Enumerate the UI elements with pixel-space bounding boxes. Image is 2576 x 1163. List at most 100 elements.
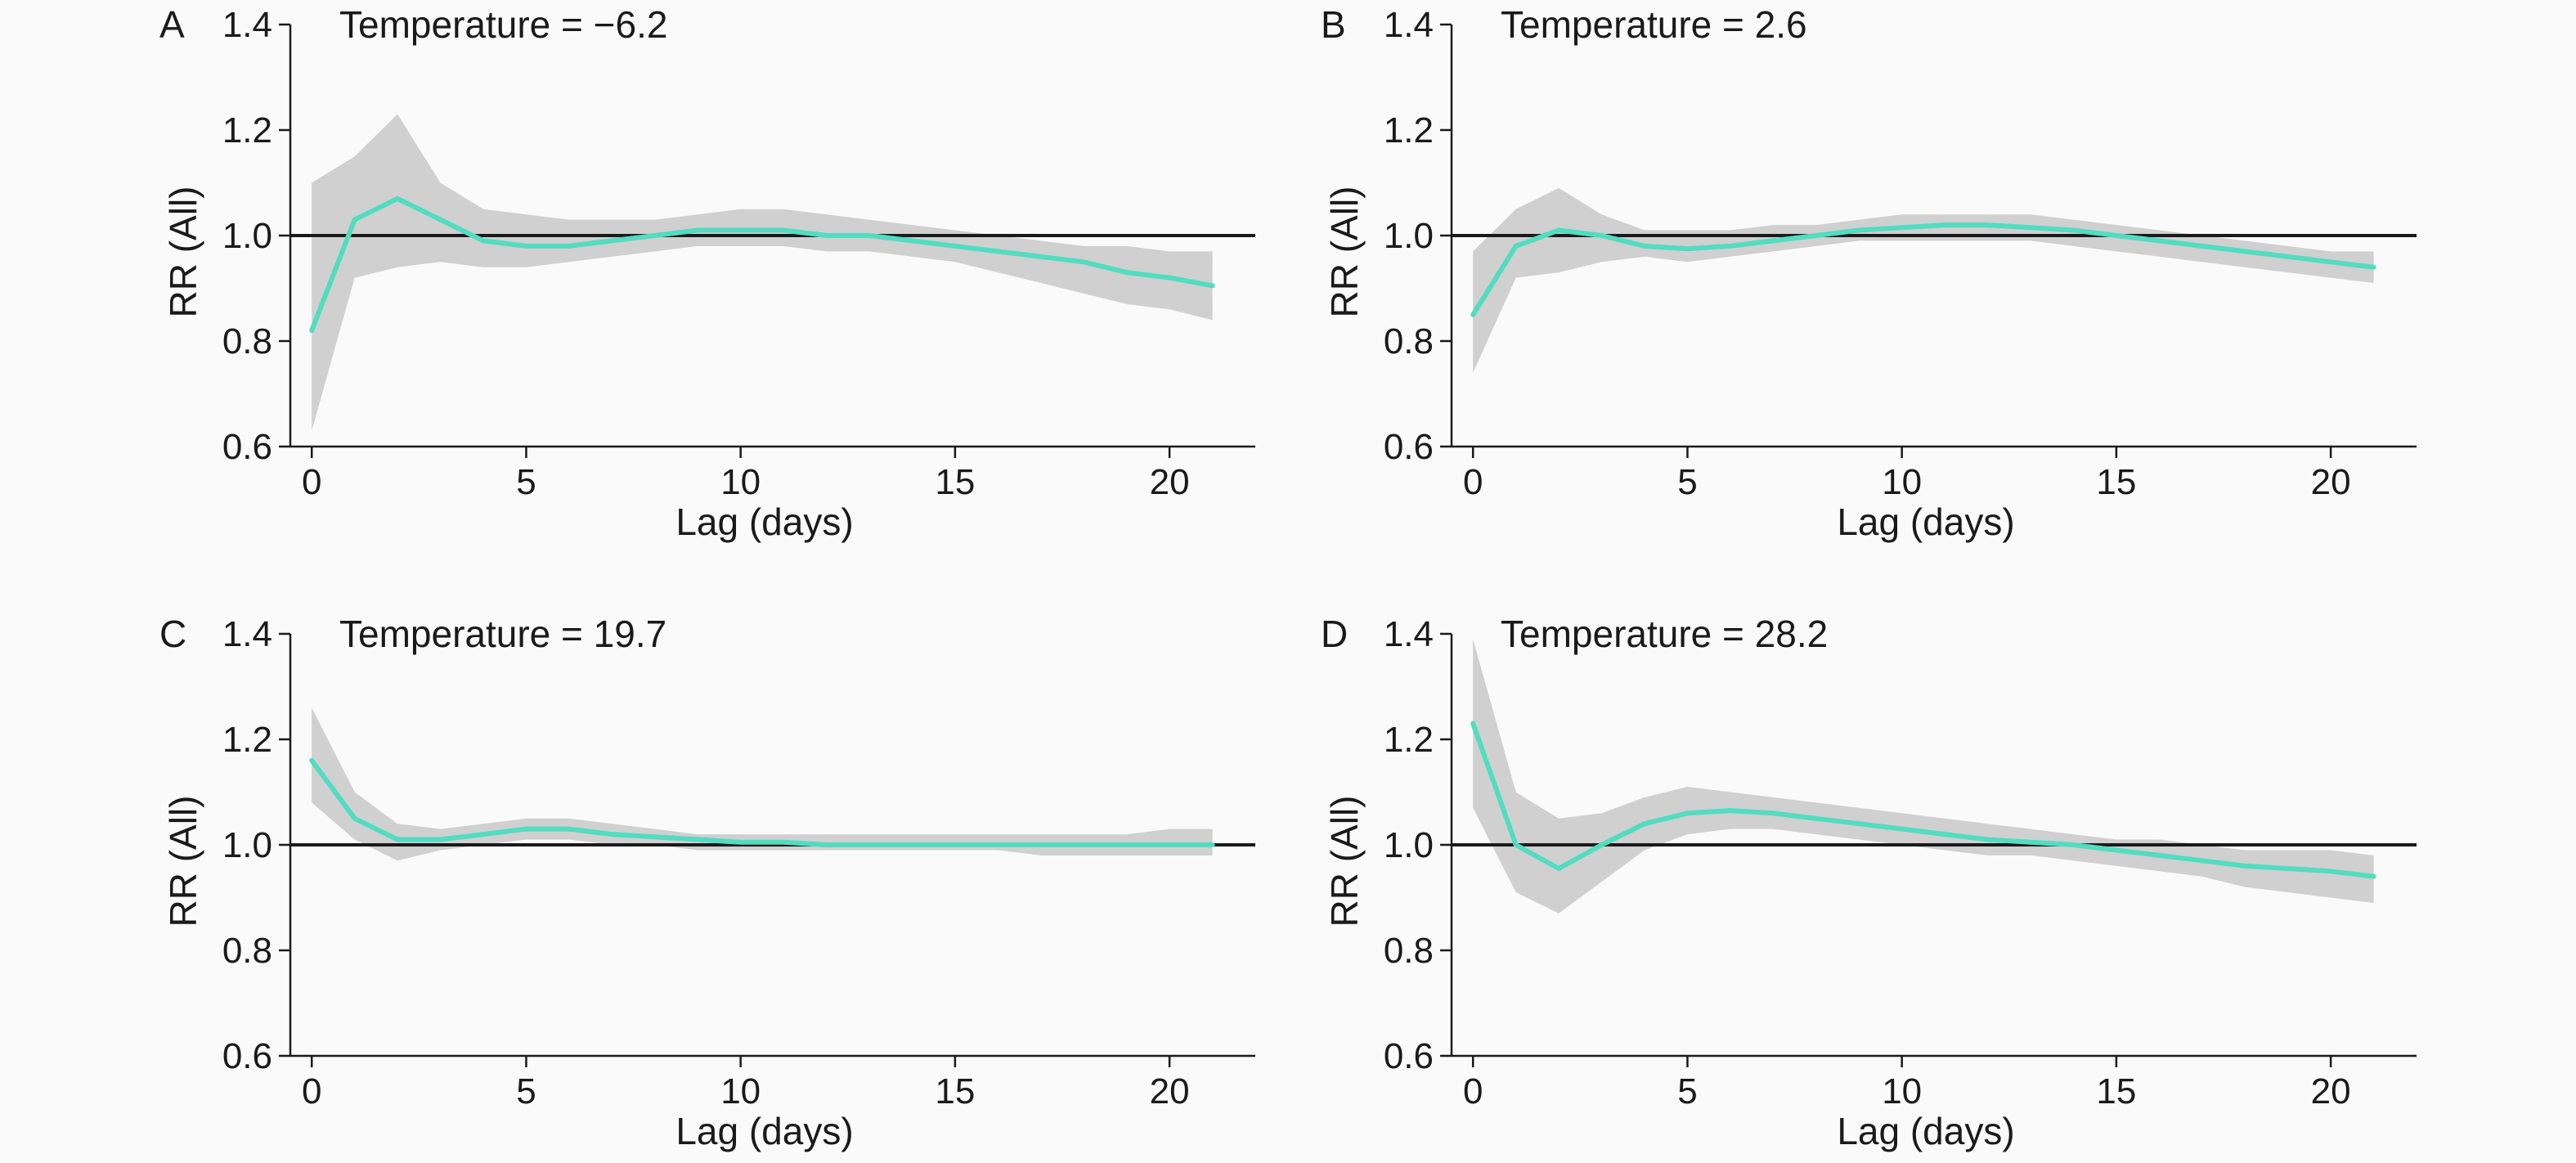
rr-point [738,228,743,232]
x-tick-label: 15 [2096,462,2136,502]
rr-point [2028,840,2033,845]
rr-point [1770,811,1775,815]
panel-c: 0.6 0.8 1.0 1.2 1.4 0 5 10 15 20 Lag (days) RR (All… [159,613,1255,1152]
rr-point [1124,270,1129,275]
x-tick-label: 10 [720,1071,761,1111]
y-tick-label: 1.2 [222,720,272,760]
rr-point [2114,233,2119,238]
y-tick-label: 0.6 [1384,1036,1434,1076]
rr-point [1856,821,1861,826]
panel-a: 0.6 0.8 1.0 1.2 1.4 0 5 10 15 20 Lag (days) RR (All… [159,3,1255,543]
x-tick-label: 5 [516,1071,536,1111]
panel-d: 0.6 0.8 1.0 1.2 1.4 0 5 10 15 20 Lag (days) RR (All… [1321,613,2417,1152]
y-tick-label: 1.4 [222,5,272,45]
rr-point [481,238,486,243]
rr-line [1470,222,2376,317]
rr-point [352,218,357,222]
rr-point [1728,244,1733,249]
rr-point [1856,228,1861,232]
x-tick-label: 15 [935,462,975,502]
rr-point [2071,842,2076,847]
panel-letter: B [1321,3,1346,46]
rr-point [867,233,872,238]
y-tick-label: 0.8 [222,931,272,971]
rr-point [438,837,443,842]
rr-point [738,840,743,845]
rr-point [695,837,700,842]
panel-letter: C [159,613,186,655]
rr-point [995,249,1000,254]
rr-point [1514,842,1519,847]
rr-point [781,840,786,845]
x-tick-label: 15 [935,1071,975,1111]
y-tick-label: 0.8 [222,321,272,361]
rr-point [2286,866,2291,871]
rr-point [395,196,400,201]
panels: 0.6 0.8 1.0 1.2 1.4 0 5 10 15 20 Lag (days) RR (All… [159,3,2417,1152]
x-tick-label: 0 [302,462,321,502]
rr-point [867,842,872,847]
y-tick-label: 1.2 [222,110,272,150]
rr-point [1167,842,1172,847]
rr-point [309,328,314,333]
y-tick-label: 0.6 [222,427,272,467]
rr-point [909,842,914,847]
rr-point [1814,233,1819,238]
x-tick-label: 5 [1677,1071,1697,1111]
rr-point [2200,858,2205,863]
x-tick-label: 20 [2311,1071,2351,1111]
rr-point [995,842,1000,847]
x-tick-label: 10 [720,462,761,502]
y-axis-title: RR (All) [162,186,204,318]
rr-point [2286,254,2291,259]
x-tick-label: 20 [2311,462,2351,502]
rr-point [2372,265,2376,270]
rr-point [2242,864,2247,869]
x-tick-label: 5 [1677,462,1697,502]
rr-point [395,837,400,842]
rr-point [1642,821,1647,826]
rr-point [2114,848,2119,852]
rr-point [481,832,486,837]
rr-point [1210,842,1215,847]
rr-point [2156,238,2161,243]
rr-point [1685,246,1690,251]
y-tick-label: 0.6 [1384,427,1434,467]
confidence-band [312,707,1213,861]
rr-point [1900,827,1905,832]
rr-point [438,218,443,222]
panel-title: Temperature = 19.7 [339,613,666,655]
rr-point [2372,874,2376,879]
rr-point [309,758,314,763]
rr-point [1600,233,1604,238]
rr-point [1728,808,1733,813]
x-tick-label: 10 [1882,462,1922,502]
y-tick-label: 1.0 [1384,216,1434,256]
rr-point [2328,259,2333,264]
x-tick-label: 0 [302,1071,321,1111]
x-axis-title: Lag (days) [1837,1110,2014,1152]
x-tick-label: 20 [1150,1071,1190,1111]
rr-point [953,842,958,847]
x-axis-title: Lag (days) [675,1110,853,1152]
rr-point [523,244,528,249]
rr-point [1124,842,1129,847]
confidence-band [312,114,1213,431]
y-tick-label: 0.8 [1384,321,1434,361]
rr-line [309,195,1215,334]
rr-point [1600,842,1604,847]
rr-point [567,827,572,832]
x-tick-label: 0 [1463,462,1483,502]
x-tick-label: 15 [2096,1071,2136,1111]
x-axis-title: Lag (days) [1837,501,2014,543]
rr-point [609,832,614,837]
panel-title: Temperature = 2.6 [1501,3,1807,46]
rr-point [1556,866,1561,871]
panel-letter: A [159,3,185,46]
rr-point [609,238,614,243]
x-tick-label: 5 [516,462,536,502]
y-tick-label: 1.0 [222,216,272,256]
rr-point [1770,238,1775,243]
rr-point [1081,842,1086,847]
